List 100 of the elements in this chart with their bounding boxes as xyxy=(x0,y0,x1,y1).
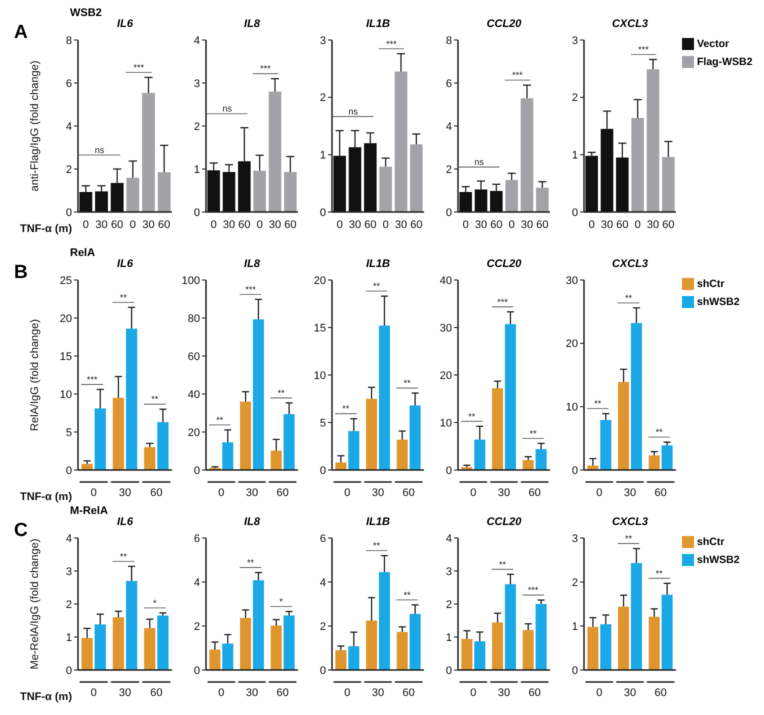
bar xyxy=(646,69,660,212)
bar xyxy=(410,144,423,212)
bar xyxy=(662,594,673,670)
x-tick-label: 0 xyxy=(218,687,224,699)
bar xyxy=(600,420,612,470)
x-tick-label: 30 xyxy=(600,219,614,231)
x-tick-label: 0 xyxy=(344,487,350,499)
x-tick-label: 60 xyxy=(238,219,250,231)
y-tick-label: 1 xyxy=(66,632,72,644)
x-tick-label: 30 xyxy=(372,487,384,499)
x-tick-label: 60 xyxy=(528,687,541,699)
annotation: * xyxy=(279,596,284,606)
x-tick-label: 30 xyxy=(246,487,258,499)
y-tick-label: 1 xyxy=(572,150,578,162)
bar xyxy=(662,445,673,470)
y-tick-label: 0 xyxy=(194,206,200,219)
y-tick-label: 0 xyxy=(446,664,452,677)
y-tick-label: 0 xyxy=(572,206,578,219)
bar xyxy=(94,624,106,670)
x-tick-label: 0 xyxy=(82,219,89,231)
bar xyxy=(366,398,378,470)
y-tick-label: 30 xyxy=(566,274,578,287)
bar xyxy=(335,650,346,670)
bar xyxy=(252,580,264,670)
y-tick-label: 8 xyxy=(446,34,452,47)
x-tick-label: 60 xyxy=(150,487,162,499)
x-tick-label: 0 xyxy=(130,219,136,231)
x-tick-label: 60 xyxy=(490,219,502,231)
y-tick-label: 25 xyxy=(60,274,72,287)
bar xyxy=(157,616,169,670)
bar xyxy=(504,584,516,670)
annotation: *** xyxy=(260,64,272,74)
annotation: *** xyxy=(512,70,524,80)
legend-label: shCtr xyxy=(697,278,724,290)
chart-title: IL1B xyxy=(365,258,391,270)
x-tick-label: 30 xyxy=(246,687,258,699)
annotation: *** xyxy=(638,44,650,54)
bar xyxy=(394,72,408,212)
legend-label: shWSB2 xyxy=(697,296,740,308)
y-tick-label: 2 xyxy=(66,164,72,176)
bar xyxy=(81,638,93,670)
x-tick-label: 30 xyxy=(498,687,510,699)
annotation: ns xyxy=(474,157,484,168)
y-tick-label: 2 xyxy=(194,620,200,633)
y-tick-label: 20 xyxy=(440,370,452,382)
bar xyxy=(348,431,360,470)
y-tick-label: 5 xyxy=(320,417,326,430)
bar xyxy=(268,92,282,212)
chart-title: IL6 xyxy=(116,516,134,528)
bar xyxy=(536,604,547,670)
x-tick-label: 0 xyxy=(90,487,97,499)
y-tick-label: 5 xyxy=(66,426,72,439)
annotation: *** xyxy=(386,38,398,49)
annotation: ** xyxy=(530,428,538,438)
x-axis-title: TNF-α (m) xyxy=(20,691,72,703)
annotation: ** xyxy=(246,558,254,568)
y-tick-label: 2 xyxy=(320,620,326,633)
chart-title: IL6 xyxy=(116,258,134,270)
y-tick-label: 0 xyxy=(66,206,72,219)
bar xyxy=(126,580,138,670)
annotation: ** xyxy=(372,281,380,292)
x-tick-label: 0 xyxy=(596,487,602,499)
y-tick-label: 15 xyxy=(60,350,72,363)
x-tick-label: 60 xyxy=(402,487,415,499)
annotation: *** xyxy=(86,374,98,384)
bar xyxy=(618,606,630,670)
x-tick-label: 0 xyxy=(382,219,389,231)
legend-label: shCtr xyxy=(697,536,724,548)
bar xyxy=(505,180,518,212)
bar xyxy=(158,172,171,212)
x-tick-label: 30 xyxy=(268,219,282,231)
x-axis-title: TNF-α (m) xyxy=(20,223,72,235)
bar xyxy=(410,614,421,670)
bar xyxy=(284,414,295,470)
x-tick-label: 60 xyxy=(111,219,124,231)
bar xyxy=(618,382,630,470)
annotation: ** xyxy=(624,534,632,544)
x-tick-label: 60 xyxy=(528,487,541,499)
bar xyxy=(240,402,252,470)
chart-title: IL6 xyxy=(116,18,134,30)
bar xyxy=(587,626,598,670)
y-tick-label: 2 xyxy=(66,598,72,611)
y-tick-label: 4 xyxy=(194,34,200,47)
legend-label: Flag-WSB2 xyxy=(697,56,752,68)
y-tick-label: 100 xyxy=(182,274,200,287)
y-tick-label: 2 xyxy=(572,576,578,589)
y-tick-label: 4 xyxy=(446,120,452,133)
chart-title: IL1B xyxy=(365,18,391,30)
x-tick-label: 60 xyxy=(654,687,667,699)
annotation: *** xyxy=(133,62,144,72)
annotation: ** xyxy=(498,559,506,570)
y-axis-title: RelA/IgG (fold change) xyxy=(29,319,41,431)
annotation: ** xyxy=(372,540,380,551)
x-tick-label: 0 xyxy=(90,687,97,699)
chart-title: IL8 xyxy=(243,258,261,270)
chart-subtitle: WSB2 xyxy=(70,7,102,19)
x-tick-label: 30 xyxy=(142,219,155,231)
x-tick-label: 60 xyxy=(276,687,289,699)
y-tick-label: 0 xyxy=(66,464,72,477)
annotation: ** xyxy=(120,292,128,302)
